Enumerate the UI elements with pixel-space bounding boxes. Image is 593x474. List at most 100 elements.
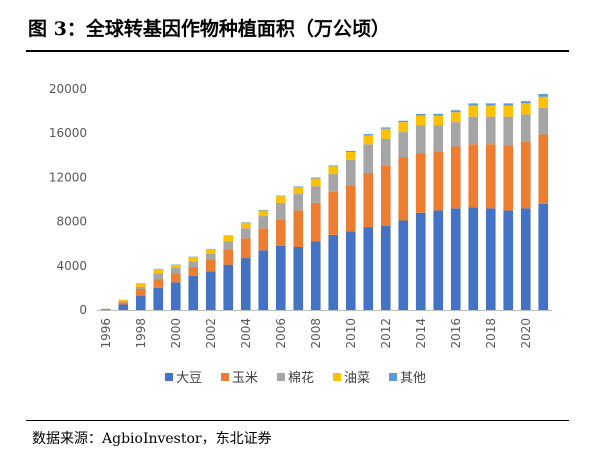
bar-segment-2019-3 [503, 105, 514, 117]
bar-segment-2005-1 [258, 228, 269, 251]
bar-segment-2007-0 [293, 247, 304, 310]
x-tick-label: 2008 [309, 318, 323, 349]
bar-segment-2014-1 [415, 153, 426, 213]
bar-segment-1999-0 [153, 287, 164, 310]
legend-swatch [165, 373, 173, 381]
y-tick-label: 20000 [49, 82, 87, 96]
bar-segment-2001-2 [188, 261, 199, 267]
bar-segment-2013-0 [398, 220, 409, 310]
bar-segment-2020-2 [520, 114, 531, 143]
bar-segment-2007-1 [293, 210, 304, 248]
source-note: 数据来源：AgbioInvestor，东北证券 [32, 431, 272, 447]
bar-segment-2011-1 [363, 172, 374, 228]
bar-segment-2004-2 [240, 228, 251, 239]
bar-segment-2005-2 [258, 216, 269, 229]
bar-segment-2019-4 [503, 103, 514, 106]
bar-segment-2005-0 [258, 250, 269, 310]
x-tick-label: 2018 [484, 318, 498, 349]
source-divider [26, 420, 569, 421]
bar-segment-2009-1 [328, 191, 339, 235]
legend-label: 大豆 [176, 371, 202, 386]
bar-segment-2013-2 [398, 132, 409, 158]
bar-segment-2001-0 [188, 275, 199, 310]
bar-segment-1997-3 [118, 300, 129, 302]
bar-segment-2008-1 [310, 202, 321, 242]
bar-segment-2014-0 [415, 212, 426, 310]
bar-segment-2021-4 [538, 93, 549, 97]
stacked-bar-chart: 0 4000 8000 12000 16000 20000 1996 1998 2000 200… [49, 82, 552, 386]
bar-segment-2019-2 [503, 116, 514, 146]
bar-segment-2015-2 [433, 125, 444, 152]
bar-segment-2020-0 [520, 208, 531, 310]
bar-segment-2006-1 [275, 219, 286, 246]
x-tick-label: 2020 [519, 318, 533, 349]
y-tick-label: 4000 [56, 259, 87, 273]
legend-label: 油菜 [344, 371, 370, 386]
bar-segment-2008-4 [310, 177, 321, 179]
bar-segment-2020-4 [520, 101, 531, 104]
x-tick-label: 2000 [169, 318, 183, 349]
bar-segment-2010-1 [345, 185, 356, 232]
bar-segment-2012-0 [380, 226, 391, 310]
y-tick-label: 8000 [56, 215, 87, 229]
bar-segment-1999-1 [153, 279, 164, 288]
bar-segment-2017-1 [468, 144, 479, 208]
bar-segment-2014-2 [415, 125, 426, 154]
bar-segment-2000-1 [170, 273, 181, 283]
bar-segment-2018-1 [485, 144, 496, 209]
x-axis: 1996 1998 2000 2002 2004 2006 2008 2010 2012 2014… [99, 318, 533, 349]
bar-segment-2016-2 [450, 122, 461, 147]
bar-segment-2020-1 [520, 142, 531, 209]
legend-swatch [389, 373, 397, 381]
bar-segment-2015-1 [433, 151, 444, 211]
bar-segment-2010-2 [345, 159, 356, 186]
bar-segment-2014-3 [415, 115, 426, 126]
bar-segment-2007-4 [293, 186, 304, 188]
bar-segment-2004-0 [240, 258, 251, 310]
bar-segment-2015-3 [433, 115, 444, 126]
x-tick-label: 2016 [449, 318, 463, 349]
y-tick-label: 12000 [49, 170, 87, 184]
bars [100, 93, 549, 311]
bar-segment-2000-3 [170, 264, 181, 268]
bar-segment-1999-2 [153, 273, 164, 280]
bar-segment-2019-0 [503, 210, 514, 310]
bar-segment-1997-2 [118, 301, 129, 303]
bar-segment-2017-4 [468, 103, 479, 106]
bar-segment-2002-3 [205, 249, 216, 254]
bar-segment-1998-2 [135, 286, 146, 290]
x-tick-label: 2012 [379, 318, 393, 349]
bar-segment-1997-0 [118, 304, 129, 310]
bar-segment-2009-3 [328, 166, 339, 175]
bar-segment-2007-3 [293, 187, 304, 194]
bar-segment-2013-1 [398, 157, 409, 221]
bar-segment-2007-2 [293, 193, 304, 211]
x-tick-label: 2010 [344, 318, 358, 349]
bar-segment-2019-1 [503, 145, 514, 211]
title-divider [26, 50, 569, 52]
bar-segment-2002-2 [205, 253, 216, 260]
bar-segment-2008-0 [310, 241, 321, 310]
bar-segment-2005-3 [258, 210, 269, 217]
bar-segment-2000-0 [170, 282, 181, 311]
x-tick-label: 2006 [274, 318, 288, 349]
bar-segment-2009-0 [328, 234, 339, 310]
bar-segment-2012-4 [380, 127, 391, 129]
bar-segment-2013-4 [398, 120, 409, 123]
bar-segment-2006-4 [275, 195, 286, 197]
bar-segment-2016-0 [450, 208, 461, 310]
bar-segment-2012-1 [380, 165, 391, 227]
x-tick-label: 2004 [239, 318, 253, 349]
bar-segment-2021-0 [538, 203, 549, 310]
bar-segment-2003-2 [223, 241, 234, 250]
bar-segment-2006-2 [275, 202, 286, 220]
bar-segment-2021-3 [538, 96, 549, 108]
x-tick-label: 2002 [204, 318, 218, 349]
x-tick-label: 1996 [99, 318, 113, 349]
bar-segment-2003-0 [223, 264, 234, 310]
bar-segment-2009-2 [328, 174, 339, 192]
bar-segment-2004-3 [240, 222, 251, 229]
y-tick-label: 16000 [49, 126, 87, 140]
bar-segment-2014-4 [415, 113, 426, 116]
bar-segment-2008-2 [310, 186, 321, 203]
